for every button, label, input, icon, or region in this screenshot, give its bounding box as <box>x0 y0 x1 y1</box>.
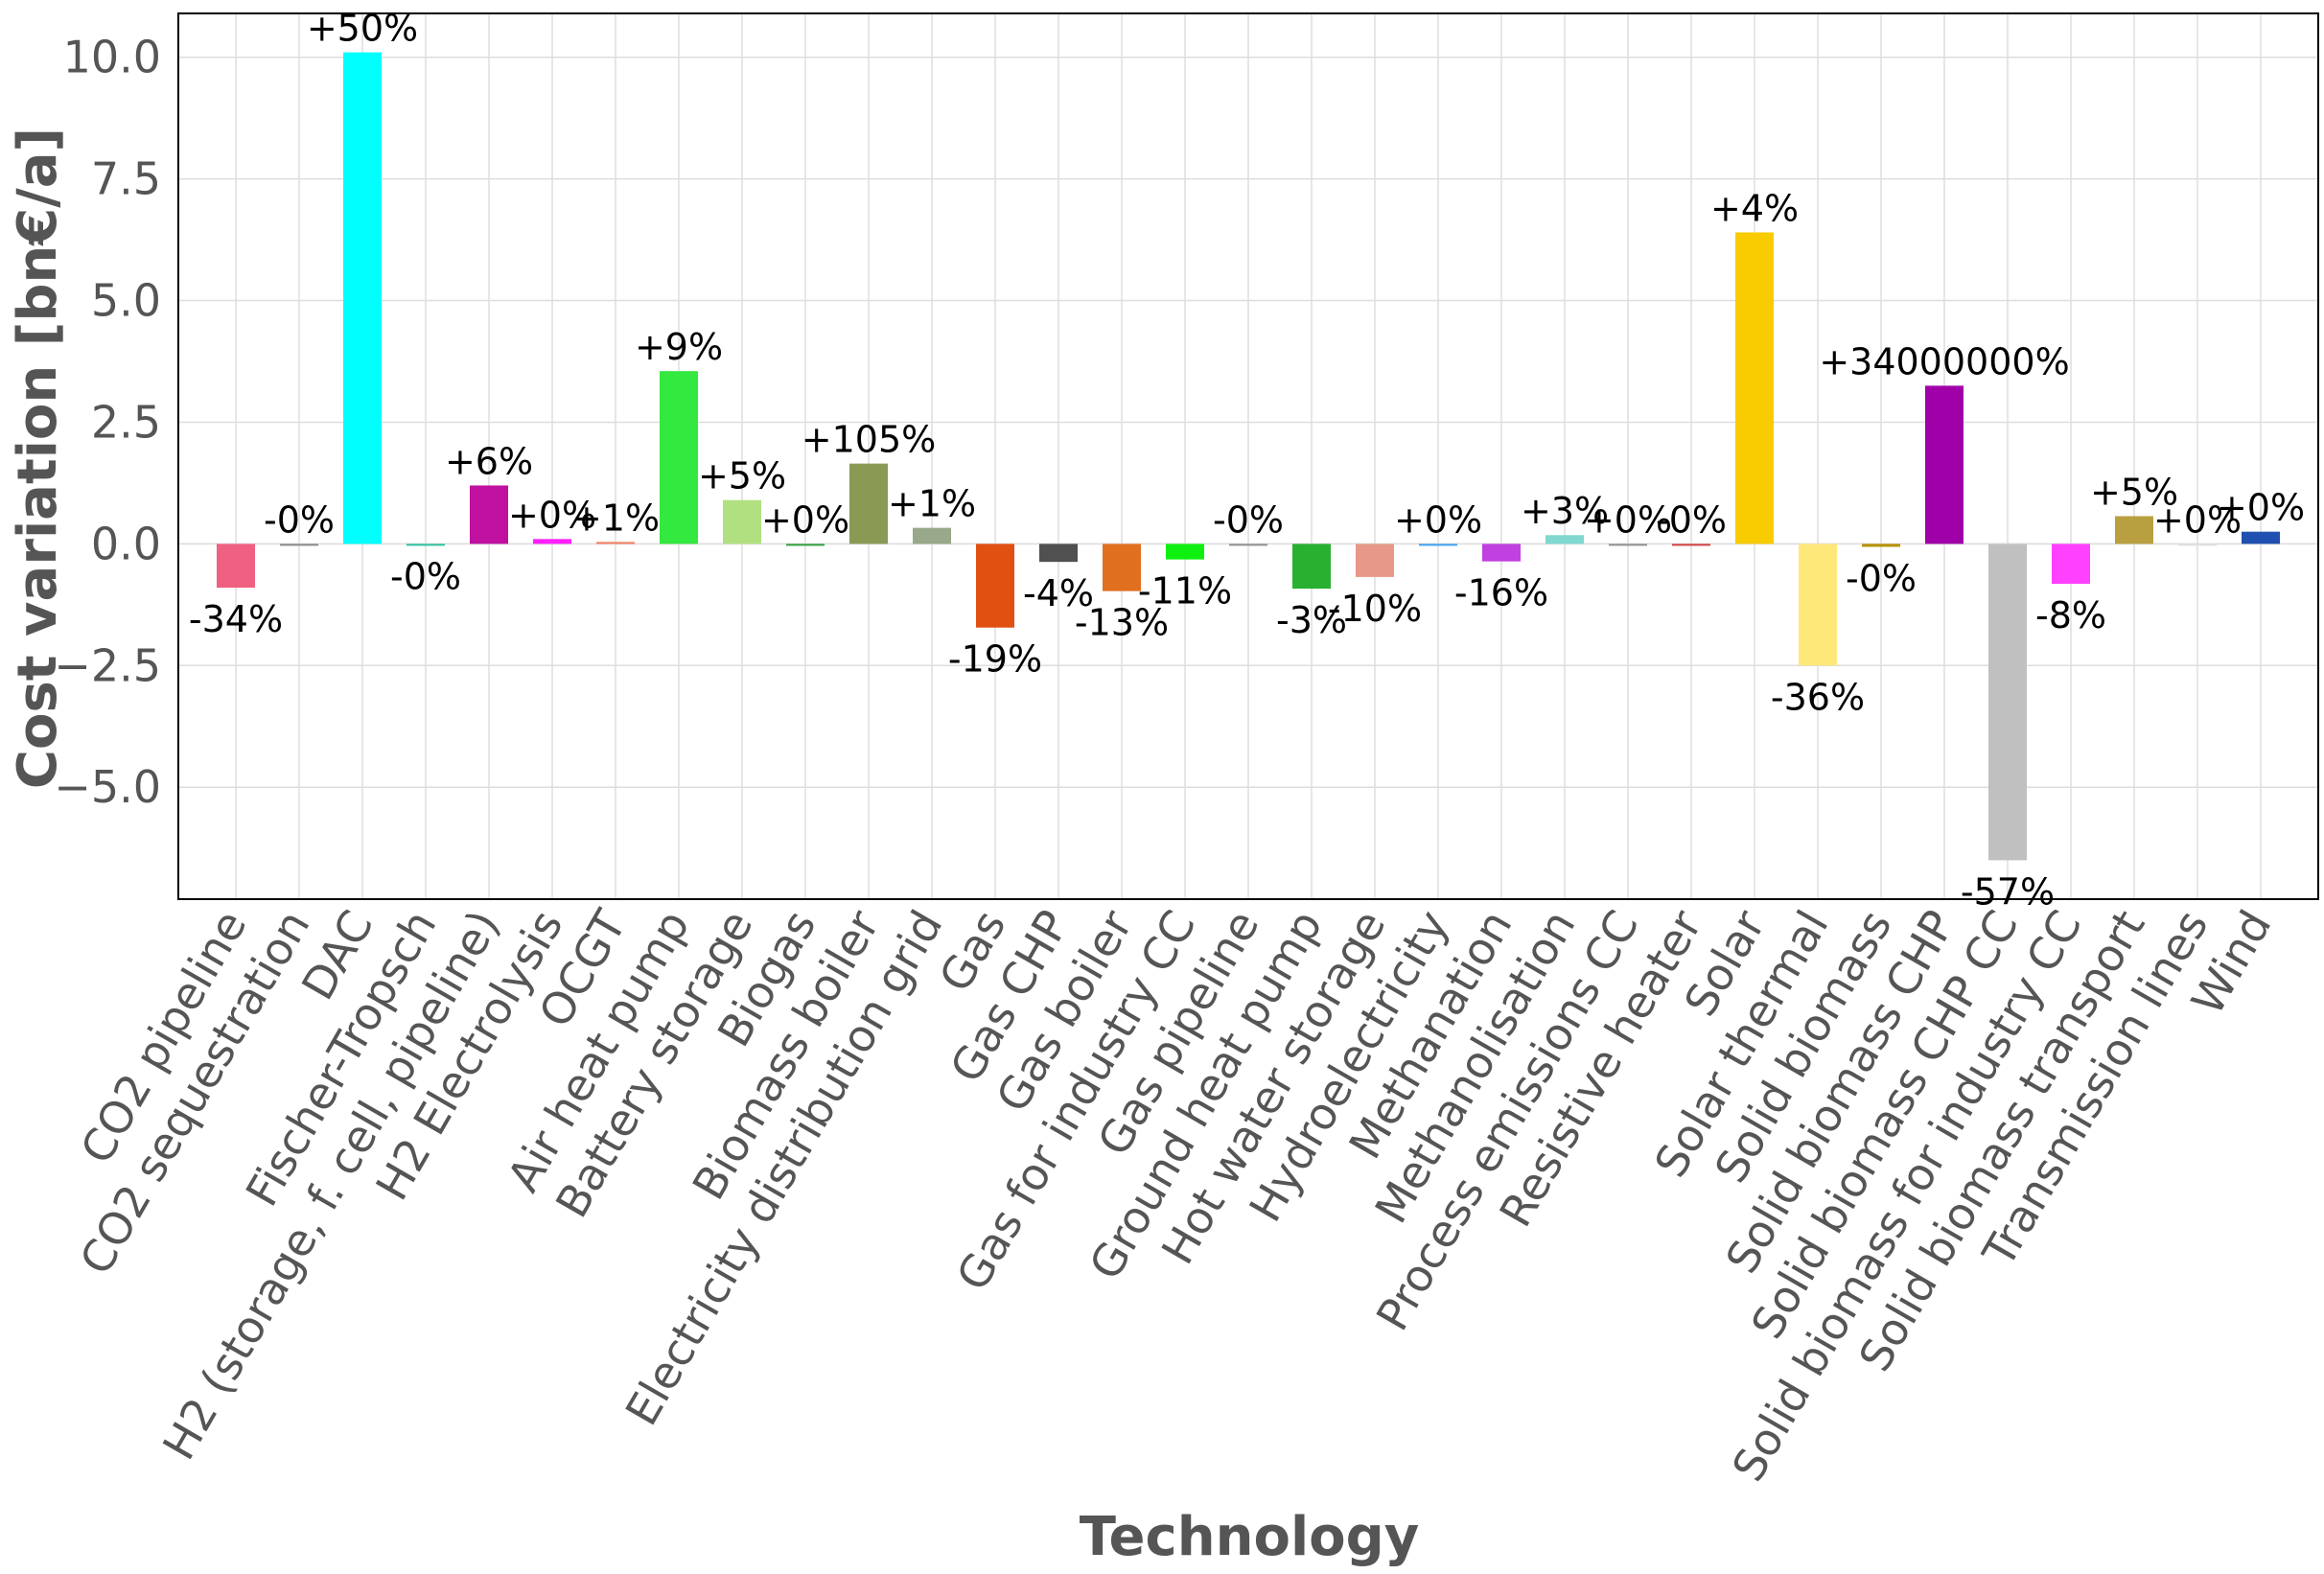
bar <box>976 544 1014 628</box>
bar <box>1925 385 1964 544</box>
data-label: +0% <box>2153 498 2242 541</box>
y-tick-label: 0.0 <box>91 518 161 569</box>
data-label: +5% <box>698 455 786 498</box>
bar <box>1799 544 1837 666</box>
data-label: -3% <box>1276 599 1347 641</box>
y-tick-label: −5.0 <box>54 761 161 813</box>
data-label: -16% <box>1454 572 1548 614</box>
bar <box>470 485 508 544</box>
bar <box>1609 544 1647 546</box>
bar <box>1039 544 1078 563</box>
bar <box>2242 531 2280 544</box>
data-labels: -34%-0%+50%-0%+6%+0%+1%+9%+5%+0%+105%+1%… <box>189 8 2305 914</box>
data-label: -13% <box>1075 602 1169 644</box>
data-label: +0% <box>1394 498 1482 541</box>
data-label: -36% <box>1771 676 1865 718</box>
bar <box>2115 516 2153 544</box>
bar <box>913 527 951 544</box>
bar <box>723 499 761 544</box>
bar <box>786 544 825 546</box>
plot-area-frame <box>177 12 2319 900</box>
data-label: +1% <box>888 483 976 525</box>
bars <box>217 52 2280 861</box>
bar <box>1229 544 1267 546</box>
data-label: -19% <box>948 638 1042 681</box>
bar <box>596 542 635 544</box>
data-label: -8% <box>2035 594 2106 637</box>
data-label: -0% <box>264 498 335 541</box>
data-label: +9% <box>635 326 723 368</box>
bar <box>1103 544 1141 591</box>
bar <box>1988 544 2027 861</box>
data-label: +5% <box>2090 471 2178 513</box>
data-label: +4% <box>1710 187 1799 229</box>
y-tick-label: −2.5 <box>54 639 161 691</box>
bar <box>1545 535 1584 544</box>
data-label: -0% <box>390 555 461 597</box>
y-tick-label: 10.0 <box>63 32 161 83</box>
bar <box>1482 544 1521 562</box>
bar <box>533 539 571 544</box>
bar <box>280 544 318 546</box>
bar <box>1672 544 1710 546</box>
bar <box>660 371 698 544</box>
x-axis-title: Technology <box>1080 1506 1419 1568</box>
y-tick-labels: 10.0 7.5 5.0 2.5 0.0 −2.5 −5.0 <box>54 32 161 814</box>
y-tick-label: 2.5 <box>91 396 161 448</box>
data-label: -57% <box>1961 870 2055 913</box>
data-label: -0% <box>1656 498 1727 541</box>
data-label: -11% <box>1138 570 1232 613</box>
y-axis-title: Cost variation [bn€/a] <box>7 127 69 789</box>
bar <box>1356 544 1394 577</box>
data-label: +0% <box>2217 487 2305 529</box>
data-label: +1% <box>571 497 660 539</box>
data-label: +3% <box>1521 490 1609 532</box>
y-tick-label: 7.5 <box>91 153 161 205</box>
bar <box>1166 544 1204 560</box>
data-label: +0% <box>508 494 596 536</box>
data-label: +50% <box>307 8 418 50</box>
data-label: -10% <box>1328 588 1422 630</box>
bar <box>849 463 888 544</box>
bar <box>1735 232 1774 544</box>
data-label: -0% <box>1213 498 1284 541</box>
data-label: +6% <box>445 440 533 482</box>
bar <box>1862 544 1900 547</box>
bar <box>407 544 445 546</box>
bar <box>1419 544 1457 546</box>
data-label: +0% <box>761 498 849 541</box>
y-tick-label: 5.0 <box>91 275 161 327</box>
bar <box>2178 544 2217 546</box>
data-label: -0% <box>1846 557 1917 599</box>
data-label: -4% <box>1023 572 1094 614</box>
bar <box>343 52 382 544</box>
data-label: +105% <box>802 419 936 461</box>
data-label: +0% <box>1584 498 1672 541</box>
data-label: +34000000% <box>1819 340 2069 382</box>
data-label: -34% <box>189 598 283 640</box>
bar <box>2052 544 2090 585</box>
bar <box>1292 544 1331 590</box>
bar <box>217 544 255 589</box>
